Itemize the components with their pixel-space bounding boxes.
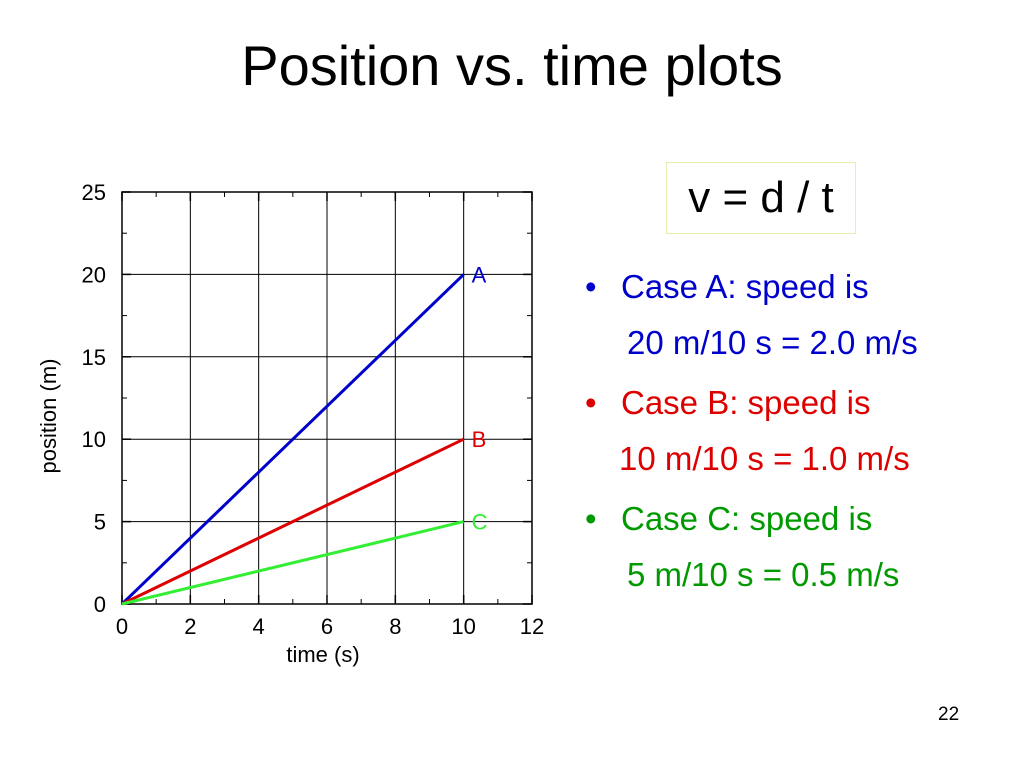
y-tick-label: 5 (94, 510, 106, 535)
y-tick-label: 25 (82, 180, 106, 205)
formula-text: v = d / t (688, 173, 834, 222)
case-c: • Case C: speed is 5 m/10 s = 0.5 m/s (585, 494, 1015, 610)
slide-title: Position vs. time plots (241, 34, 783, 97)
x-tick-label: 4 (253, 614, 265, 639)
series-line-a (120, 273, 465, 606)
position-time-chart: 0 2 4 6 8 10 12 0 5 10 15 20 25 time (s) position (m) A… (36, 180, 544, 667)
x-axis-label: time (s) (286, 642, 359, 667)
series-line-b (121, 437, 465, 606)
bullet: • (585, 268, 597, 305)
case-c-calculation: 5 m/10 s = 0.5 m/s (627, 556, 900, 593)
case-b: • Case B: speed is 10 m/10 s = 1.0 m/s (585, 378, 1015, 494)
bullet: • (585, 384, 597, 421)
series-label-a: A (472, 262, 487, 287)
y-axis-label: position (m) (36, 359, 61, 474)
x-tick-label: 12 (520, 614, 544, 639)
case-b-calculation: 10 m/10 s = 1.0 m/s (619, 440, 910, 477)
x-tick-label: 6 (321, 614, 333, 639)
series-line-c (121, 520, 465, 606)
formula-box: v = d / t (666, 162, 856, 234)
y-tick-label: 20 (82, 262, 106, 287)
case-c-title: Case C: speed is (621, 500, 873, 537)
y-tick-label: 10 (82, 427, 106, 452)
series-label-c: C (472, 510, 488, 535)
page-number: 22 (938, 704, 960, 725)
y-tick-label: 0 (94, 592, 106, 617)
case-a-title: Case A: speed is (621, 268, 869, 305)
x-tick-label: 0 (116, 614, 128, 639)
bullet: • (585, 500, 597, 537)
series-label-b: B (472, 427, 487, 452)
cases-list: • Case A: speed is 20 m/10 s = 2.0 m/s • C… (585, 262, 1015, 610)
case-a: • Case A: speed is 20 m/10 s = 2.0 m/s (585, 262, 1015, 378)
x-tick-label: 8 (389, 614, 401, 639)
x-tick-label: 10 (451, 614, 475, 639)
y-tick-label: 15 (82, 345, 106, 370)
x-tick-label: 2 (184, 614, 196, 639)
case-a-calculation: 20 m/10 s = 2.0 m/s (627, 324, 918, 361)
case-b-title: Case B: speed is (621, 384, 871, 421)
